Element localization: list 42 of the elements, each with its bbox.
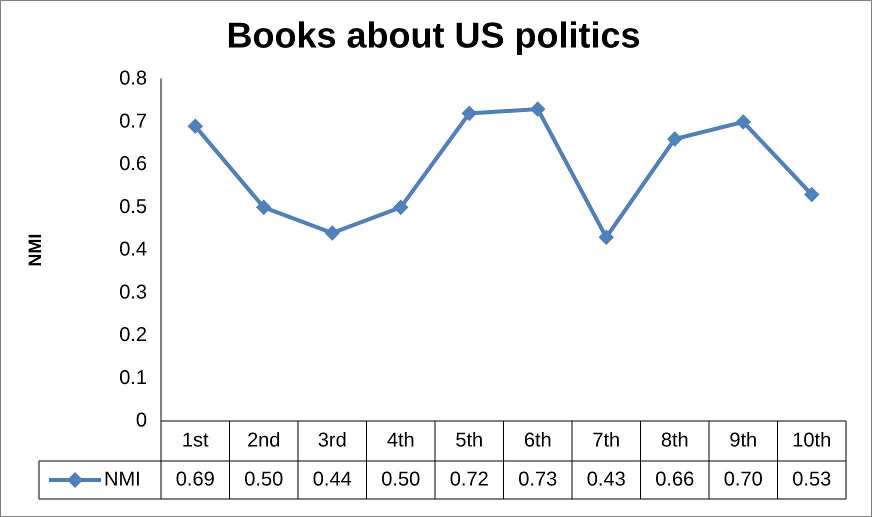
point	[736, 114, 751, 130]
y-axis-title: NMI	[24, 234, 45, 267]
point	[598, 230, 614, 245]
y-tick-label: 0.7	[119, 110, 147, 132]
data-label: 0.69	[176, 468, 215, 491]
data-label: 0.66	[655, 468, 694, 491]
data-label: 0.72	[450, 468, 489, 491]
y-tick-label: 0	[136, 410, 147, 432]
x-tick-label: 6th	[524, 430, 552, 452]
x-tick-label: 8th	[660, 430, 689, 452]
y-tick-label: 0.5	[119, 196, 147, 218]
y-tick-label: 0.2	[119, 324, 147, 346]
point	[530, 102, 546, 117]
point	[188, 118, 203, 134]
x-tick-label: 2nd	[247, 430, 280, 452]
point	[667, 132, 682, 147]
x-tick-label: 9th	[729, 430, 758, 452]
data-label: 0.73	[518, 468, 558, 491]
point	[256, 200, 272, 215]
x-tick-label: 4th	[386, 430, 415, 452]
point	[804, 187, 820, 202]
legend-label: NMI	[104, 468, 141, 491]
data-label: 0.50	[244, 468, 284, 491]
x-tick-label: 5th	[455, 430, 484, 452]
point	[462, 106, 477, 121]
x-tick-label: 10th	[792, 430, 832, 452]
point	[324, 226, 340, 241]
y-tick-label: 0.4	[119, 238, 147, 261]
chart-title: Books about US politics	[226, 14, 641, 56]
y-tick-label: 0.6	[119, 153, 147, 176]
x-tick-label: 7th	[592, 430, 620, 452]
data-label: 0.43	[586, 468, 626, 491]
data-label: 0.70	[724, 468, 763, 491]
data-label: 0.53	[792, 468, 832, 491]
x-tick-label: 3rd	[318, 430, 347, 452]
point	[393, 200, 408, 215]
y-tick-label: 0.1	[119, 366, 147, 389]
y-tick-label: 0.8	[119, 68, 147, 90]
data-label: 0.50	[381, 468, 420, 491]
data-label: 0.44	[312, 468, 352, 491]
y-tick-label: 0.3	[119, 281, 147, 304]
x-tick-label: 1st	[182, 430, 210, 452]
